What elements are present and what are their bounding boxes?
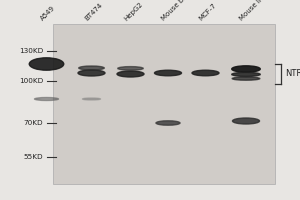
Text: HepG2: HepG2 [123,1,144,22]
Ellipse shape [82,98,100,100]
Ellipse shape [232,118,260,124]
Text: 55KD: 55KD [24,154,44,160]
Ellipse shape [156,121,180,125]
Ellipse shape [79,66,104,70]
Ellipse shape [117,71,144,77]
Ellipse shape [232,72,260,76]
Ellipse shape [232,66,260,72]
Ellipse shape [29,58,64,70]
Text: NTRK3: NTRK3 [285,70,300,78]
Text: MCF-7: MCF-7 [198,2,218,22]
Text: 130KD: 130KD [19,48,44,54]
Text: 100KD: 100KD [19,78,44,84]
Text: A549: A549 [39,5,56,22]
Text: Mouse brain: Mouse brain [161,0,195,22]
Ellipse shape [192,70,219,76]
Ellipse shape [34,98,58,100]
Ellipse shape [232,77,260,80]
FancyBboxPatch shape [52,24,274,184]
Ellipse shape [118,67,143,70]
Text: 70KD: 70KD [24,120,44,126]
Text: BT474: BT474 [84,2,104,22]
Ellipse shape [154,70,182,76]
Text: Mouse liver: Mouse liver [239,0,272,22]
Ellipse shape [78,70,105,76]
